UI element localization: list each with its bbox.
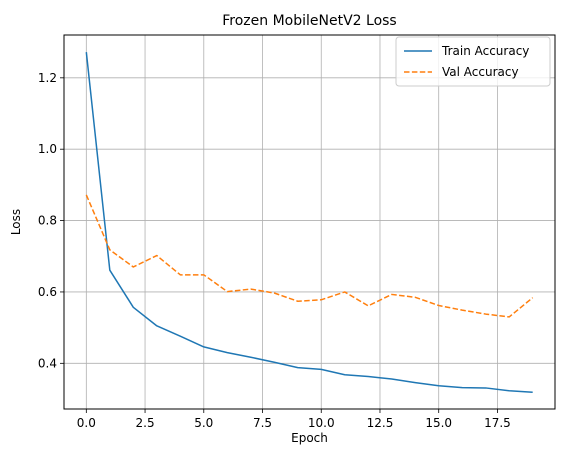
x-tick-label: 17.5	[484, 416, 511, 430]
y-tick-label: 0.6	[38, 285, 57, 299]
x-tick-label: 5.0	[194, 416, 213, 430]
x-tick-label: 12.5	[367, 416, 394, 430]
y-tick-label: 0.8	[38, 214, 57, 228]
series-lines	[85, 52, 534, 393]
x-axis-label: Epoch	[291, 431, 328, 445]
chart-title: Frozen MobileNetV2 Loss	[222, 13, 396, 29]
y-tick-label: 1.2	[38, 71, 57, 85]
val-accuracy-line	[85, 194, 534, 318]
axis-ticks: 0.0 2.5 5.0 7.5 10.0 12.5 15.0 17.5 0.4 0.6 0.8 1.0…	[38, 71, 511, 430]
x-tick-label: 2.5	[136, 416, 155, 430]
legend-label-val: Val Accuracy	[442, 65, 519, 79]
y-tick-label: 1.0	[38, 142, 57, 156]
y-tick-label: 0.4	[38, 356, 57, 370]
plot-area-frame	[63, 34, 556, 410]
x-tick-label: 10.0	[308, 416, 335, 430]
train-accuracy-line	[85, 52, 533, 393]
x-tick-label: 15.0	[425, 416, 452, 430]
y-axis-label: Loss	[9, 209, 23, 235]
legend-box	[395, 36, 551, 87]
grid	[64, 35, 555, 409]
legend: Train Accuracy Val Accuracy	[395, 36, 551, 87]
x-tick-label: 7.5	[253, 416, 272, 430]
legend-label-train: Train Accuracy	[441, 44, 529, 58]
x-tick-label: 0.0	[77, 416, 96, 430]
